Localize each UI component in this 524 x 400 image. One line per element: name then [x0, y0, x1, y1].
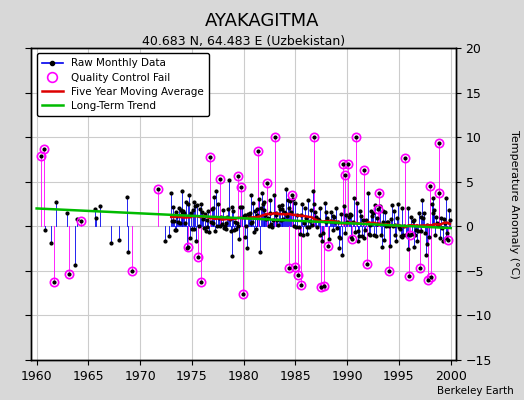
Text: Berkeley Earth: Berkeley Earth	[437, 386, 514, 396]
Legend: Raw Monthly Data, Quality Control Fail, Five Year Moving Average, Long-Term Tren: Raw Monthly Data, Quality Control Fail, …	[37, 53, 209, 116]
Y-axis label: Temperature Anomaly (°C): Temperature Anomaly (°C)	[509, 130, 519, 278]
Text: AYAKAGITMA: AYAKAGITMA	[205, 12, 319, 30]
Title: 40.683 N, 64.483 E (Uzbekistan): 40.683 N, 64.483 E (Uzbekistan)	[142, 35, 345, 48]
